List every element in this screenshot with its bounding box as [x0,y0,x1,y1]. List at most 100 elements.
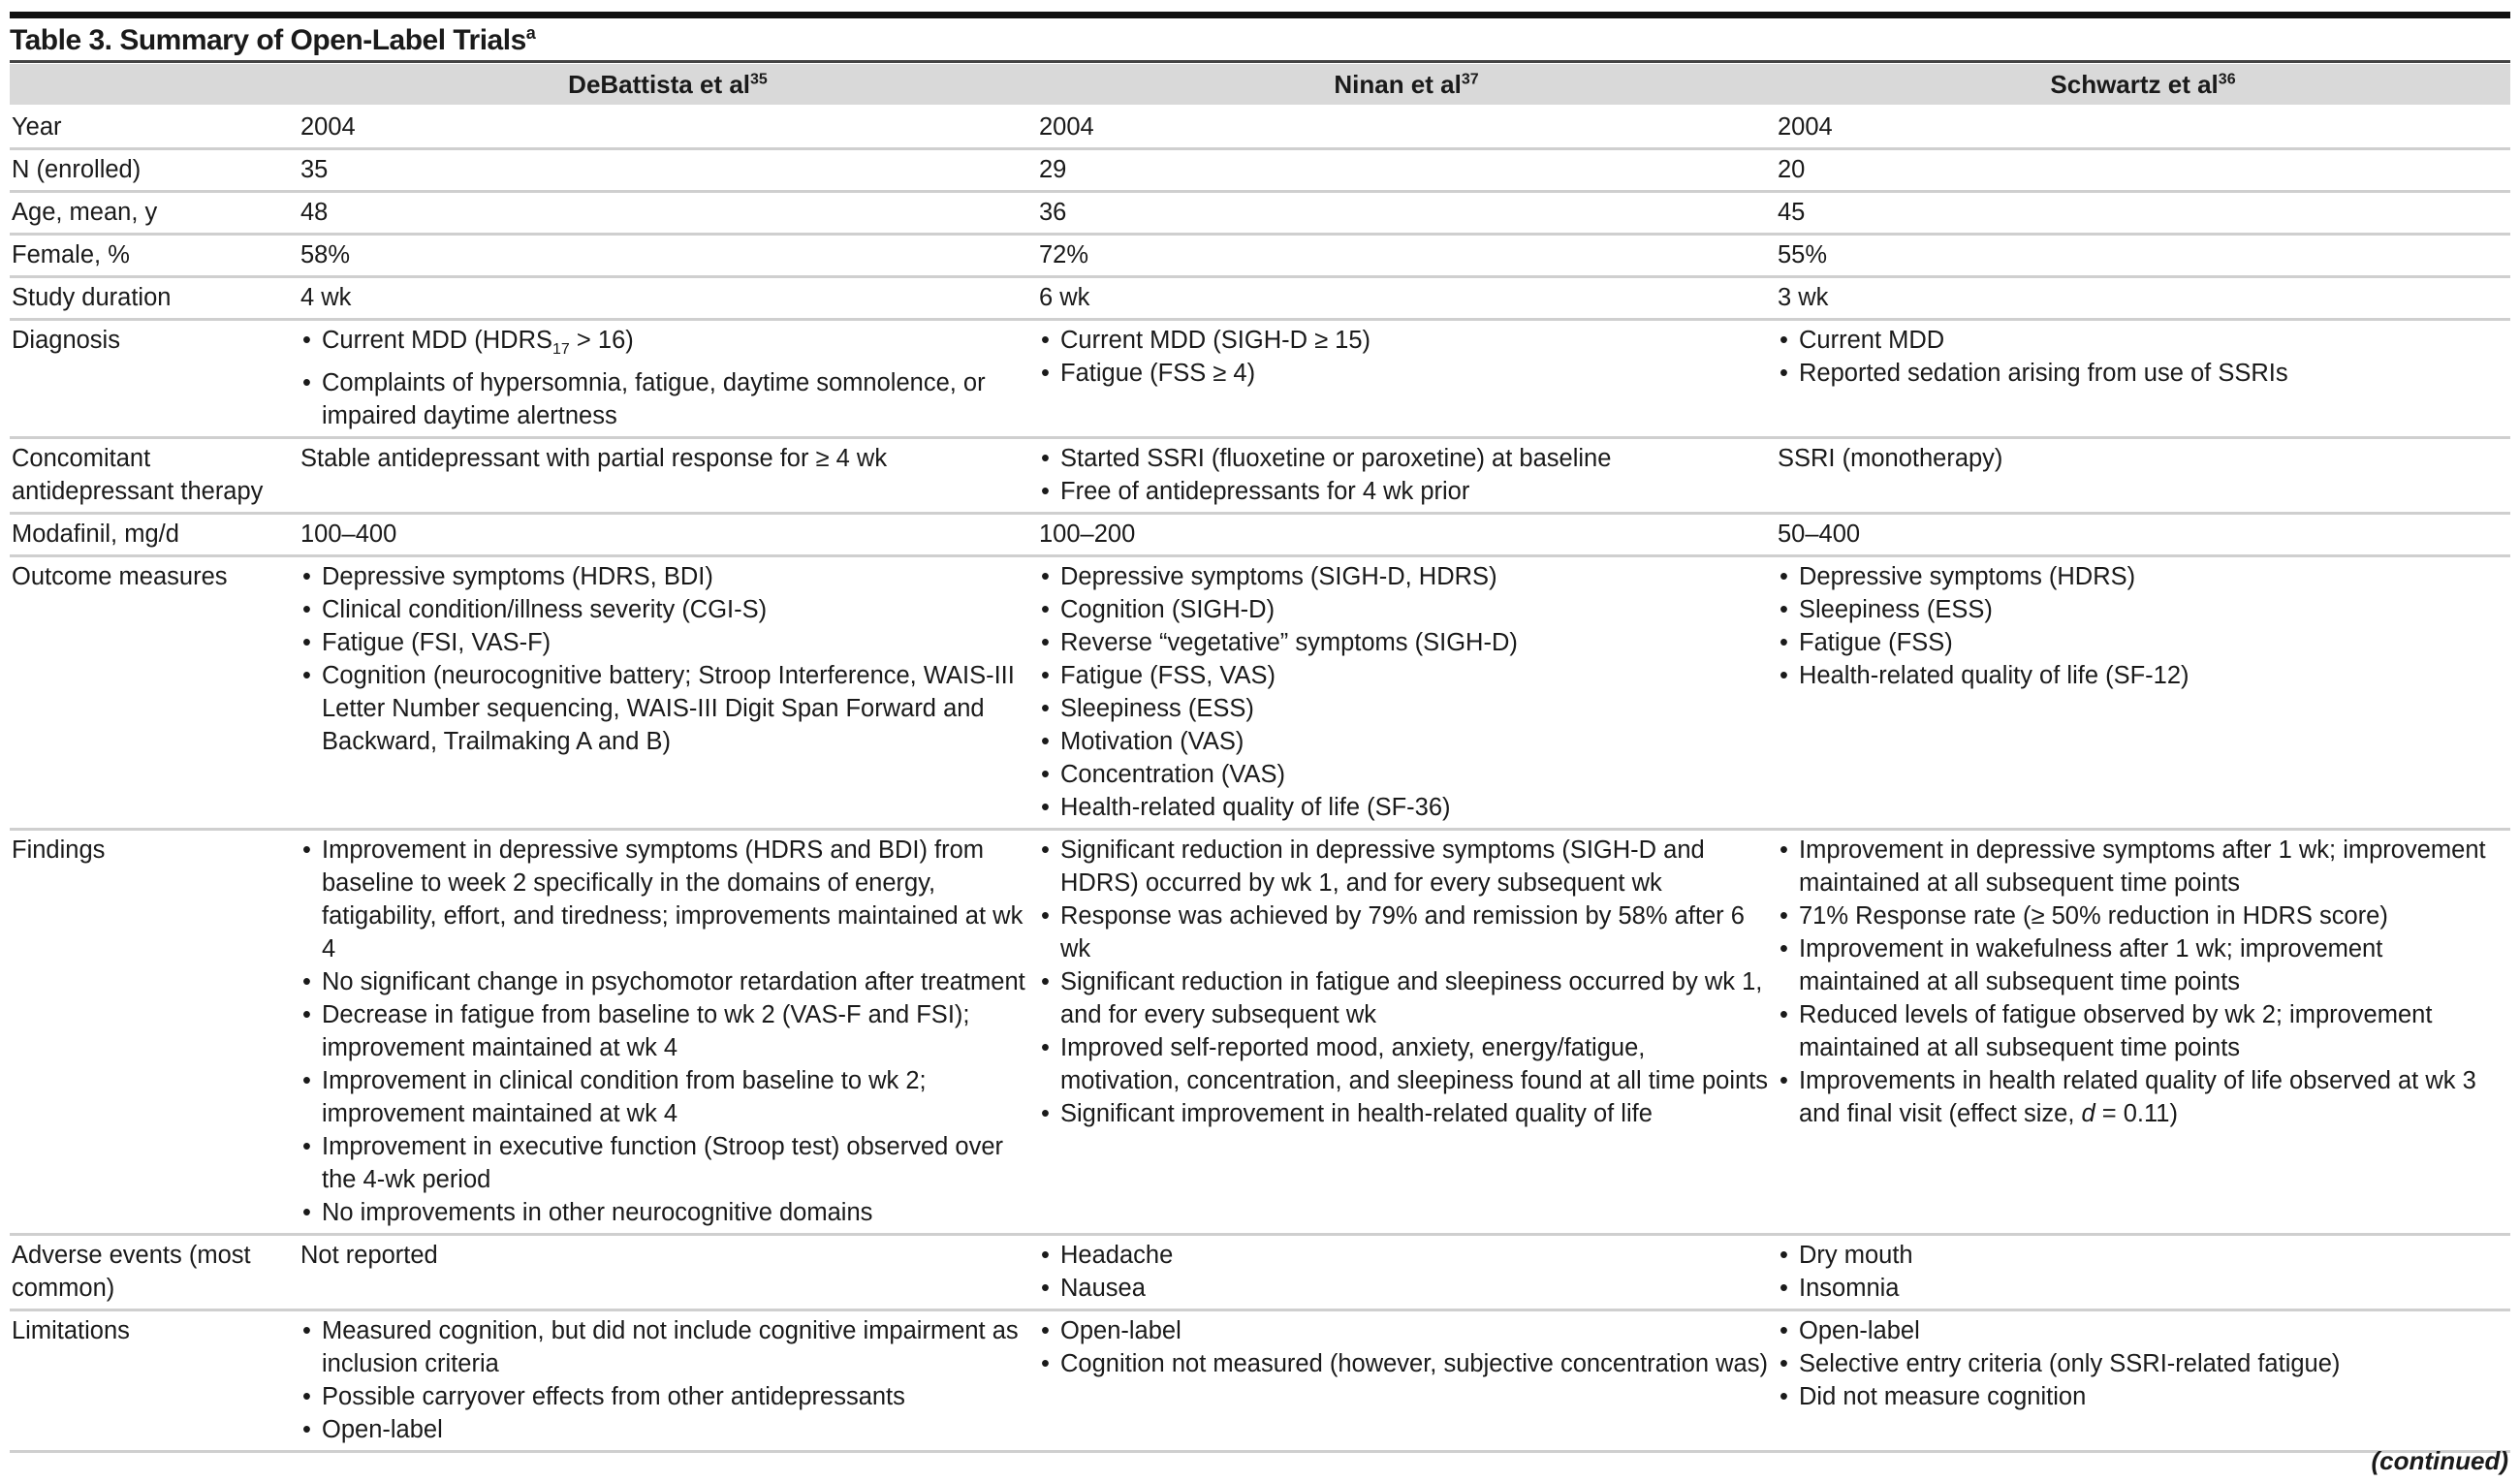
header-row: DeBattista et al35 Ninan et al37 Schwart… [10,64,2510,108]
list-item: Free of antidepressants for 4 wk prior [1039,475,1768,508]
list-item: Fatigue (FSI, VAS-F) [300,626,1029,659]
cell-text: 100–200 [1039,521,1136,548]
table-cell: Current MDD (HDRS17 > 16)Complaints of h… [299,319,1037,439]
list-item: Improvement in wakefulness after 1 wk; i… [1778,932,2503,998]
row-label: Adverse events (most common) [10,1234,299,1311]
list-item: Depressive symptoms (HDRS) [1778,560,2503,593]
list-item: Measured cognition, but did not include … [300,1314,1029,1380]
bullet-list: Open-labelSelective entry criteria (only… [1778,1314,2503,1413]
text-part: Current MDD (HDRS [322,327,553,354]
cell-text: 50–400 [1778,521,1861,548]
table-row: Concomitant antidepressant therapy Stable… [10,437,2510,515]
cell-text: 2004 [300,113,356,141]
list-item: Improvement in depressive symptoms after… [1778,834,2503,899]
list-item: Reduced levels of fatigue observed by wk… [1778,998,2503,1064]
list-item: No improvements in other neurocognitive … [300,1196,1029,1229]
table-cell: Open-labelSelective entry criteria (only… [1776,1309,2510,1453]
bullet-list: Measured cognition, but did not include … [300,1314,1029,1446]
bullet-list: Significant reduction in depressive symp… [1039,834,1768,1130]
subscript: 17 [552,341,570,358]
header-blank [10,64,299,108]
row-label: Year [10,106,299,150]
table-row: Female, % 58% 72% 55% [10,234,2510,278]
list-item: Improvement in executive function (Stroo… [300,1130,1029,1196]
cell-text: Not reported [300,1242,438,1269]
table-cell: 4 wk [299,276,1037,321]
cell-text: 29 [1039,156,1067,183]
header-schwartz: Schwartz et al36 [1776,64,2510,108]
top-rule [10,12,2510,18]
table-row: DiagnosisCurrent MDD (HDRS17 > 16)Compla… [10,319,2510,439]
list-item: Open-label [1778,1314,2503,1347]
table-cell: 20 [1776,148,2510,193]
list-item: Open-label [300,1413,1029,1446]
bullet-list: Improvement in depressive symptoms (HDRS… [300,834,1029,1229]
list-item: Significant improvement in health-relate… [1039,1097,1768,1130]
list-item: No significant change in psychomotor ret… [300,965,1029,998]
table-cell: 58% [299,234,1037,278]
list-item: Depressive symptoms (SIGH-D, HDRS) [1039,560,1768,593]
table-row: Study duration 4 wk 6 wk 3 wk [10,276,2510,321]
list-item: Health-related quality of life (SF-12) [1778,659,2503,692]
row-label: Findings [10,829,299,1236]
table-cell: Depressive symptoms (SIGH-D, HDRS)Cognit… [1037,555,1776,831]
cell-text: 2004 [1039,113,1094,141]
row-label: Study duration [10,276,299,321]
list-item: Improvement in depressive symptoms (HDRS… [300,834,1029,965]
list-item: Motivation (VAS) [1039,725,1768,758]
bullet-list: Depressive symptoms (SIGH-D, HDRS)Cognit… [1039,560,1768,824]
list-item: Complaints of hypersomnia, fatigue, dayt… [300,366,1029,432]
header-ninan: Ninan et al37 [1037,64,1776,108]
list-item: Open-label [1039,1314,1768,1347]
cell-text: 55% [1778,241,1828,268]
list-item: Selective entry criteria (only SSRI-rela… [1778,1347,2503,1380]
table-title-text: Table 3. Summary of Open-Label Trials [10,24,526,56]
table-cell: SSRI (monotherapy) [1776,437,2510,515]
table-cell: Stable antidepressant with partial respo… [299,437,1037,515]
column-ref: 35 [750,70,768,87]
bullet-list: HeadacheNausea [1039,1239,1768,1305]
bullet-list: Depressive symptoms (HDRS)Sleepiness (ES… [1778,560,2503,692]
list-item: Fatigue (FSS ≥ 4) [1039,357,1768,390]
row-label: N (enrolled) [10,148,299,193]
table-cell: 55% [1776,234,2510,278]
table-cell: 6 wk [1037,276,1776,321]
list-item: Headache [1039,1239,1768,1272]
list-item: Depressive symptoms (HDRS, BDI) [300,560,1029,593]
title-rule [10,60,2510,63]
table-row: Outcome measuresDepressive symptoms (HDR… [10,555,2510,831]
row-label: Concomitant antidepressant therapy [10,437,299,515]
list-item: Decrease in fatigue from baseline to wk … [300,998,1029,1064]
column-ref: 37 [1461,70,1479,87]
table-cell: 2004 [1776,106,2510,150]
bullet-list: Current MDDReported sedation arising fro… [1778,324,2503,390]
row-label: Limitations [10,1309,299,1453]
column-name: Schwartz et al [2050,69,2219,99]
table-cell: 2004 [1037,106,1776,150]
table-cell: Dry mouthInsomnia [1776,1234,2510,1311]
list-item: Did not measure cognition [1778,1380,2503,1413]
list-item: Current MDD (SIGH-D ≥ 15) [1039,324,1768,357]
table-cell: 72% [1037,234,1776,278]
list-item: Reverse “vegetative” symptoms (SIGH-D) [1039,626,1768,659]
list-item: Significant reduction in depressive symp… [1039,834,1768,899]
cell-text: 2004 [1778,113,1833,141]
bullet-list: Improvement in depressive symptoms after… [1778,834,2503,1130]
table-cell: Depressive symptoms (HDRS)Sleepiness (ES… [1776,555,2510,831]
list-item: Significant reduction in fatigue and sle… [1039,965,1768,1031]
bullet-list: Depressive symptoms (HDRS, BDI)Clinical … [300,560,1029,758]
column-name: Ninan et al [1334,69,1462,99]
table-cell: 36 [1037,191,1776,236]
list-item: Health-related quality of life (SF-36) [1039,791,1768,824]
cell-text: Stable antidepressant with partial respo… [300,445,888,472]
list-item: Dry mouth [1778,1239,2503,1272]
table-cell: Not reported [299,1234,1037,1311]
list-item: Cognition not measured (however, subject… [1039,1347,1768,1380]
text-part: = 0.11) [2095,1100,2178,1127]
list-item: Fatigue (FSS) [1778,626,2503,659]
column-name: DeBattista et al [568,69,751,99]
list-item: 71% Response rate (≥ 50% reduction in HD… [1778,899,2503,932]
list-item: Possible carryover effects from other an… [300,1380,1029,1413]
row-label: Outcome measures [10,555,299,831]
cell-text: 3 wk [1778,284,1829,311]
